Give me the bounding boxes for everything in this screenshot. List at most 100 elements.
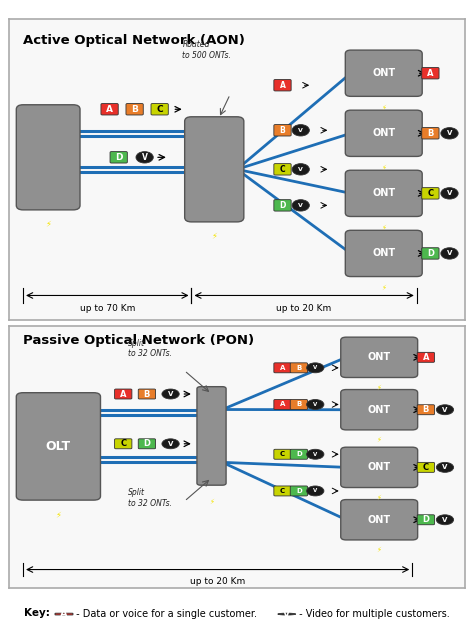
- FancyBboxPatch shape: [341, 500, 418, 540]
- Text: ⚡: ⚡: [381, 105, 386, 111]
- Text: A: A: [60, 609, 68, 619]
- Text: Active Optical Network (AON): Active Optical Network (AON): [23, 34, 245, 47]
- Text: B: B: [296, 365, 301, 371]
- Text: V: V: [447, 250, 452, 256]
- Text: ⚡: ⚡: [377, 495, 382, 500]
- Circle shape: [307, 399, 324, 410]
- FancyBboxPatch shape: [422, 188, 439, 199]
- Text: V: V: [313, 488, 318, 493]
- FancyBboxPatch shape: [290, 486, 308, 496]
- Text: ONT: ONT: [368, 404, 391, 415]
- FancyBboxPatch shape: [422, 68, 439, 79]
- Circle shape: [436, 463, 454, 472]
- FancyBboxPatch shape: [110, 151, 128, 163]
- Text: ⚡: ⚡: [377, 385, 382, 390]
- Text: B: B: [427, 129, 434, 138]
- FancyBboxPatch shape: [138, 389, 155, 399]
- FancyBboxPatch shape: [345, 170, 422, 217]
- Circle shape: [292, 164, 310, 175]
- Text: D: D: [144, 439, 150, 449]
- Text: - Video for multiple customers.: - Video for multiple customers.: [296, 609, 450, 619]
- Text: ONT: ONT: [372, 189, 395, 198]
- FancyBboxPatch shape: [274, 125, 291, 136]
- FancyBboxPatch shape: [345, 110, 422, 157]
- Text: B: B: [296, 401, 301, 408]
- FancyBboxPatch shape: [55, 613, 73, 615]
- FancyBboxPatch shape: [274, 199, 291, 211]
- FancyBboxPatch shape: [274, 363, 291, 373]
- Text: ONT: ONT: [372, 249, 395, 258]
- Circle shape: [441, 188, 458, 199]
- Text: ⚡: ⚡: [211, 231, 217, 240]
- FancyBboxPatch shape: [290, 363, 308, 373]
- Text: V: V: [283, 610, 290, 619]
- Text: C: C: [423, 463, 429, 472]
- Text: V: V: [442, 517, 447, 523]
- Circle shape: [292, 125, 310, 136]
- Text: C: C: [156, 105, 163, 114]
- Text: C: C: [280, 165, 285, 174]
- Text: A: A: [106, 105, 113, 114]
- Text: V: V: [442, 465, 447, 470]
- Text: V: V: [298, 128, 303, 133]
- FancyBboxPatch shape: [101, 104, 118, 115]
- Text: Split
to 32 ONTs.: Split to 32 ONTs.: [128, 488, 172, 508]
- Text: V: V: [447, 190, 452, 196]
- FancyBboxPatch shape: [274, 164, 291, 175]
- Circle shape: [307, 449, 324, 459]
- Text: A: A: [423, 353, 429, 362]
- FancyBboxPatch shape: [417, 463, 435, 472]
- Circle shape: [162, 439, 179, 449]
- Text: C: C: [428, 189, 433, 198]
- Text: C: C: [280, 451, 285, 458]
- FancyBboxPatch shape: [274, 79, 291, 91]
- FancyBboxPatch shape: [115, 439, 132, 449]
- FancyBboxPatch shape: [290, 449, 308, 459]
- Text: D: D: [279, 201, 286, 210]
- Text: V: V: [298, 203, 303, 208]
- FancyBboxPatch shape: [417, 515, 435, 525]
- Text: A: A: [280, 365, 285, 371]
- FancyBboxPatch shape: [126, 104, 143, 115]
- Text: V: V: [313, 402, 318, 407]
- Text: up to 20 Km: up to 20 Km: [190, 578, 245, 587]
- Text: ONT: ONT: [372, 128, 395, 138]
- Text: D: D: [427, 249, 434, 258]
- Text: A: A: [280, 81, 285, 89]
- FancyBboxPatch shape: [197, 387, 226, 485]
- Circle shape: [307, 363, 324, 373]
- Text: V: V: [168, 441, 173, 447]
- Circle shape: [436, 404, 454, 415]
- Circle shape: [307, 486, 324, 496]
- Text: Key:: Key:: [24, 608, 50, 618]
- Circle shape: [441, 248, 458, 259]
- Text: B: B: [280, 126, 285, 135]
- FancyBboxPatch shape: [274, 486, 291, 496]
- FancyBboxPatch shape: [274, 399, 291, 410]
- Text: C: C: [120, 439, 126, 449]
- Text: ⚡: ⚡: [381, 285, 386, 291]
- Text: ⚡: ⚡: [381, 225, 386, 231]
- Text: V: V: [313, 366, 318, 371]
- FancyBboxPatch shape: [341, 390, 418, 430]
- FancyBboxPatch shape: [341, 337, 418, 378]
- Text: Routed
to 500 ONTs.: Routed to 500 ONTs.: [182, 40, 231, 59]
- Text: ONT: ONT: [368, 515, 391, 525]
- FancyBboxPatch shape: [345, 230, 422, 277]
- Circle shape: [436, 515, 454, 525]
- Text: ⚡: ⚡: [45, 219, 51, 228]
- Text: B: B: [144, 390, 150, 399]
- Text: B: B: [423, 405, 429, 414]
- Text: V: V: [447, 130, 452, 136]
- Text: V: V: [313, 452, 318, 457]
- Text: ⚡: ⚡: [55, 510, 61, 519]
- Circle shape: [162, 389, 179, 399]
- Text: up to 20 Km: up to 20 Km: [276, 304, 332, 314]
- Text: ONT: ONT: [372, 68, 395, 78]
- Text: D: D: [422, 515, 429, 524]
- FancyBboxPatch shape: [138, 439, 155, 449]
- Text: OLT: OLT: [46, 440, 71, 453]
- Circle shape: [441, 128, 458, 139]
- FancyBboxPatch shape: [422, 248, 439, 259]
- FancyBboxPatch shape: [422, 128, 439, 139]
